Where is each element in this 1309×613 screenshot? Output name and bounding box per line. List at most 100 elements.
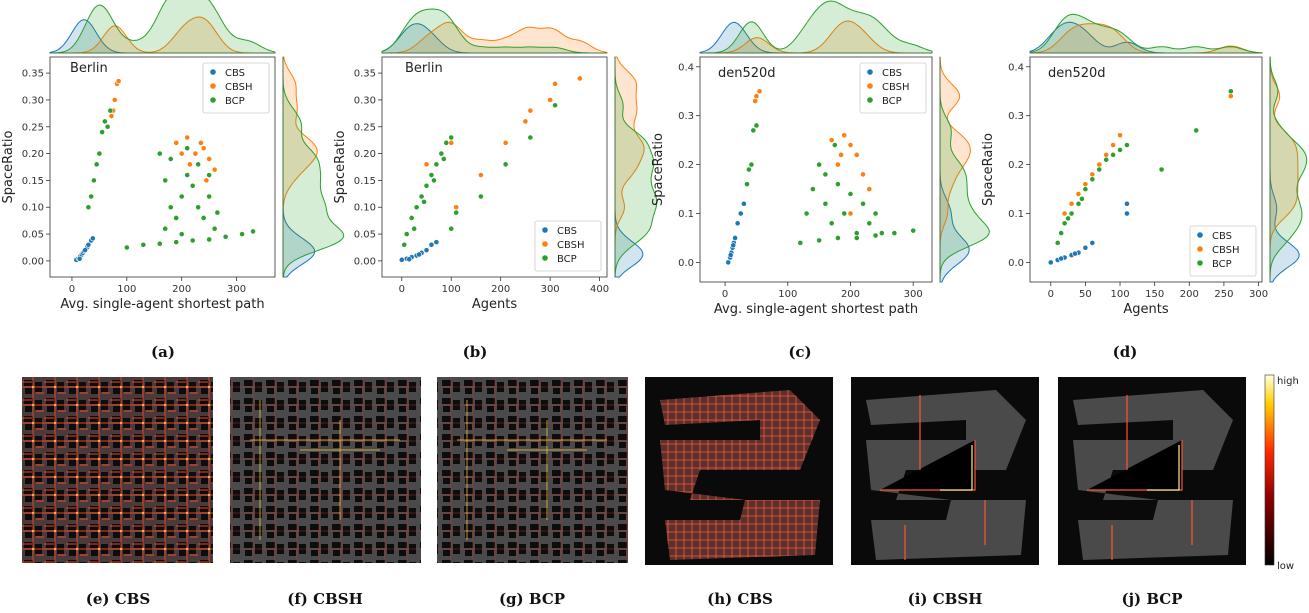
legend-marker [1197, 260, 1203, 266]
point-cbs [732, 235, 739, 241]
heatmap-h-cbs [645, 377, 833, 565]
x-tick-label: 0 [69, 284, 75, 295]
point-bcp [93, 161, 100, 168]
point-cbsh [527, 107, 534, 114]
point-bcp [1054, 239, 1061, 246]
legend-label: CBSH [557, 240, 585, 251]
point-bcp [816, 161, 823, 168]
legend-marker [210, 83, 216, 89]
point-bcp [746, 166, 752, 173]
point-bcp [195, 161, 202, 168]
point-cbs [740, 200, 747, 207]
caption-g: (g) BCP [499, 590, 565, 608]
y-tick-label: 0.10 [354, 203, 376, 214]
heatmap-i-cbsh [851, 377, 1039, 565]
point-bcp [250, 228, 256, 235]
point-bcp [403, 231, 410, 237]
point-bcp [872, 232, 879, 239]
y-tick-label: 0.4 [678, 62, 694, 73]
legend-marker [1197, 232, 1203, 238]
point-bcp [195, 204, 202, 211]
legend-marker [210, 97, 216, 103]
y-axis-label: SpaceRatio [651, 133, 666, 206]
point-bcp [1058, 230, 1065, 236]
legend-label: CBS [225, 68, 245, 79]
point-cbsh [1227, 93, 1234, 100]
x-axis-label: Agents [1123, 302, 1168, 317]
point-bcp [1193, 127, 1200, 134]
point-bcp [750, 127, 757, 134]
caption-d: (d) [1113, 343, 1138, 361]
scatter-panel-1: 0 100 200 300 0.00 0.05 0.10 0.15 0.20 0.25 0.30 0.… [1, 0, 345, 312]
top-kde-cbsh [382, 21, 608, 54]
point-bcp [101, 118, 108, 125]
x-tick-label: 0 [722, 289, 728, 300]
point-cbs [1082, 244, 1089, 251]
point-cbsh [478, 172, 484, 178]
point-cbsh [552, 80, 558, 87]
point-bcp [239, 231, 245, 237]
y-tick-label: 0.3 [678, 111, 694, 122]
y-axis-label: SpaceRatio [1, 130, 16, 203]
y-tick-label: 0.30 [354, 95, 376, 106]
legend-label: CBSH [225, 82, 253, 93]
point-cbsh [576, 75, 583, 82]
point-cbsh [1061, 210, 1068, 217]
point-bcp [178, 231, 185, 237]
point-bcp [853, 235, 860, 241]
point-bcp [822, 171, 829, 178]
point-bcp [831, 142, 838, 148]
point-cbs [398, 256, 405, 263]
point-bcp [443, 139, 450, 146]
point-cbs [737, 210, 744, 217]
y-tick-label: 0.25 [354, 122, 376, 133]
point-bcp [552, 102, 558, 109]
point-cbsh [841, 132, 848, 139]
point-bcp [1075, 200, 1082, 207]
legend-marker [867, 69, 873, 75]
caption-b: (b) [463, 343, 488, 361]
legend-label: BCP [225, 96, 245, 107]
point-cbsh [860, 171, 866, 178]
y-tick-label: 0.1 [678, 209, 694, 220]
heatmap-g-bcp [437, 377, 628, 563]
point-cbsh [200, 145, 207, 152]
point-bcp [173, 215, 180, 221]
point-bcp [91, 177, 97, 184]
point-bcp [162, 177, 169, 184]
x-tick-label: 0 [1048, 289, 1054, 300]
y-axis-label: SpaceRatio [333, 130, 348, 203]
x-tick-label: 300 [541, 284, 560, 295]
point-cbsh [1117, 132, 1123, 139]
scatter-panel-2: 0 100 200 300 400 0.00 0.05 0.10 0.15 0.20 0.25 0.3… [333, 8, 658, 312]
legend-marker [867, 97, 873, 103]
point-bcp [744, 181, 750, 188]
point-bcp [85, 204, 92, 211]
y-tick-label: 0.15 [354, 176, 376, 187]
point-cbsh [198, 139, 204, 146]
scatter-panel-3: 0 100 200 300 0.0 0.1 0.2 0.3 0.4 Avg. single-age… [651, 0, 990, 317]
y-tick-label: 0.30 [22, 95, 44, 106]
point-bcp [1079, 195, 1085, 202]
point-cbs [76, 255, 83, 262]
x-tick-label: 200 [491, 284, 510, 295]
point-bcp [478, 193, 484, 200]
point-bcp [88, 193, 95, 200]
point-bcp [1096, 166, 1103, 173]
right-kde-bcp [1269, 56, 1308, 282]
x-tick-label: 100 [117, 284, 136, 295]
point-bcp [162, 225, 169, 232]
x-tick-label: 250 [1214, 289, 1233, 300]
point-bcp [200, 215, 207, 221]
point-bcp [156, 150, 163, 157]
x-axis-label: Avg. single-agent shortest path [60, 297, 264, 312]
y-tick-label: 0.20 [22, 149, 44, 160]
panel-title: den520d [1048, 66, 1106, 81]
scatter-panel-4: 0 50 100 150 200 250 300 0.0 0.1 0.2 0.3 0.4 Agents S… [981, 13, 1308, 317]
caption-c: (c) [788, 343, 811, 361]
point-bcp [411, 225, 418, 232]
point-cbsh [502, 139, 509, 146]
y-tick-label: 0.15 [22, 176, 44, 187]
point-cbsh [187, 161, 193, 168]
point-bcp [99, 129, 106, 136]
